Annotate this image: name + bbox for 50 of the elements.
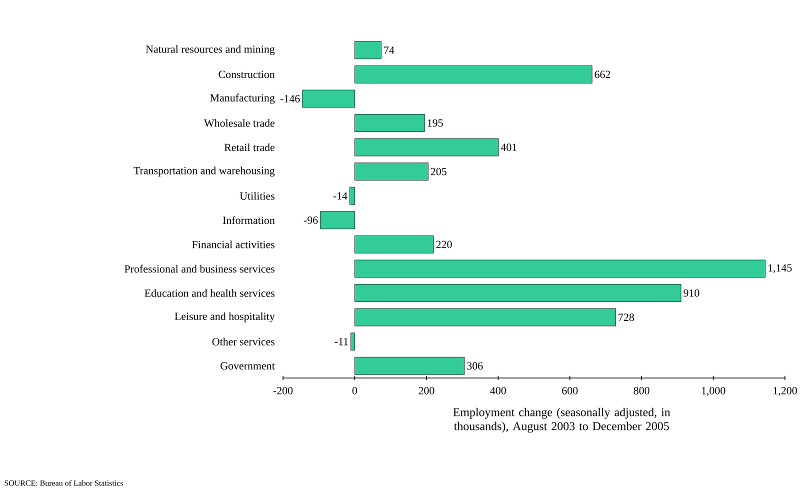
data-label: -11 — [334, 338, 348, 346]
data-label: 662 — [594, 70, 610, 78]
y-tick-label: Other services — [212, 338, 274, 346]
data-label: 910 — [684, 289, 700, 297]
bar — [354, 114, 425, 132]
bar — [354, 235, 434, 254]
data-label: -146 — [280, 95, 300, 102]
bar — [354, 65, 592, 84]
y-tick-label: Utilities — [240, 192, 275, 200]
bar — [349, 186, 355, 205]
x-tick-label: 1,000 — [702, 386, 726, 396]
y-tick-label: Manufacturing — [210, 94, 275, 104]
y-tick-label: Natural resources and mining — [146, 45, 275, 56]
data-label: 220 — [436, 240, 452, 248]
bar — [354, 308, 616, 326]
x-tick-label: 0 — [352, 386, 358, 394]
bar — [320, 211, 355, 230]
y-tick-label: Financial activities — [192, 240, 275, 248]
y-tick-label: Leisure and hospitality — [174, 312, 275, 322]
y-tick-label: Government — [220, 362, 275, 370]
x-tick-label: 200 — [418, 386, 434, 394]
y-tick-label: Professional and business services — [124, 264, 274, 273]
data-label: 205 — [430, 168, 446, 176]
bar — [354, 138, 499, 156]
y-tick-label: Wholesale trade — [204, 119, 275, 127]
data-label: 1,145 — [768, 264, 792, 274]
y-tick-label: Transportation and warehousing — [134, 166, 275, 177]
y-tick-label: Construction — [218, 70, 275, 78]
x-tick-label: 600 — [562, 386, 578, 394]
bar — [350, 332, 355, 351]
x-tick-label: -200 — [273, 386, 293, 394]
data-label: -96 — [304, 216, 318, 224]
data-label: 195 — [428, 119, 443, 127]
bar — [354, 284, 682, 302]
y-tick-label: Retail trade — [224, 143, 275, 152]
y-tick-label: Education and health services — [144, 289, 275, 297]
data-label: 728 — [618, 314, 634, 321]
x-axis-title: Employment change (seasonally adjusted, in thousands), August 2003 to December 2005 — [453, 408, 670, 433]
bar — [354, 41, 382, 60]
bar — [354, 162, 428, 181]
x-tick-label: 400 — [490, 386, 506, 394]
bar — [354, 260, 766, 278]
data-label: 74 — [384, 46, 394, 54]
data-label: 401 — [500, 144, 516, 151]
x-tick-label: 1,200 — [774, 386, 797, 396]
x-tick-label: 800 — [634, 386, 650, 394]
bar — [302, 90, 355, 108]
data-label: 306 — [467, 362, 483, 370]
y-tick-label: Information — [222, 216, 275, 224]
data-label: -14 — [333, 192, 348, 200]
